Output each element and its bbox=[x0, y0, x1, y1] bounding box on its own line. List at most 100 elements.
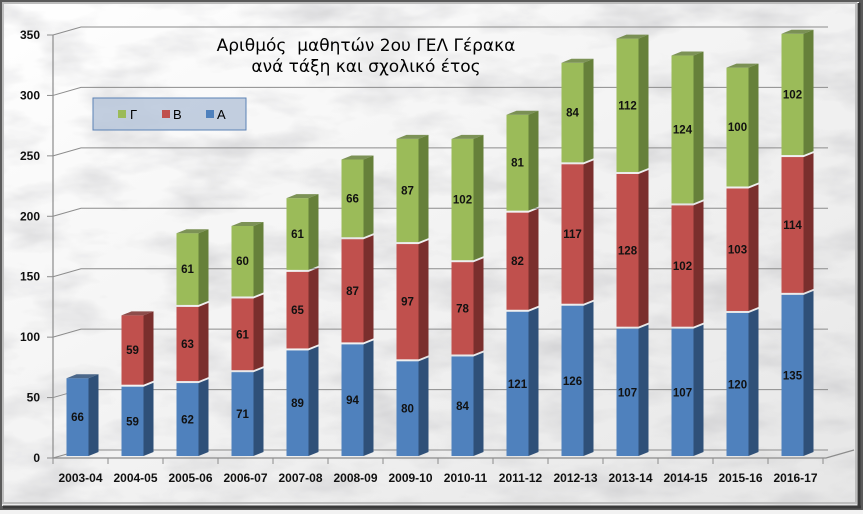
bar-side bbox=[528, 208, 539, 310]
bar-segment-beta bbox=[616, 169, 649, 327]
bar-side bbox=[528, 110, 539, 211]
bar-segment-beta bbox=[176, 302, 209, 382]
data-label-beta: 128 bbox=[618, 245, 638, 257]
bar-top bbox=[66, 374, 99, 379]
bar-segment-gamma bbox=[616, 34, 649, 172]
data-label-beta: 82 bbox=[511, 256, 524, 268]
data-label-beta: 63 bbox=[181, 339, 194, 351]
bar-front bbox=[341, 159, 364, 238]
bar-side bbox=[638, 169, 649, 327]
bar-top bbox=[121, 311, 154, 316]
data-label-beta: 114 bbox=[783, 220, 802, 232]
legend: Γ Β Α bbox=[92, 97, 247, 131]
bar-front bbox=[781, 294, 804, 456]
bar-segment-gamma bbox=[781, 29, 814, 156]
bar-segment-alpha bbox=[286, 346, 319, 456]
data-label-beta: 97 bbox=[401, 297, 414, 309]
bar-front bbox=[616, 328, 639, 456]
bar-front bbox=[726, 188, 749, 311]
bar-side bbox=[748, 184, 759, 311]
bar-segment-alpha bbox=[781, 290, 814, 456]
data-label-beta: 78 bbox=[456, 303, 469, 315]
bar-front bbox=[341, 344, 364, 456]
y-tick-label: 0 bbox=[33, 451, 40, 465]
bar-top bbox=[506, 110, 539, 115]
bar-front bbox=[451, 356, 474, 456]
x-tick-label: 2008-09 bbox=[333, 471, 377, 485]
bar-side bbox=[473, 134, 484, 261]
bar-top bbox=[671, 51, 704, 56]
bar-top bbox=[561, 58, 594, 63]
bar-side bbox=[693, 324, 704, 456]
bar-side bbox=[198, 302, 209, 382]
bars bbox=[66, 29, 814, 456]
data-label-alpha: 126 bbox=[563, 376, 582, 388]
data-label-alpha: 107 bbox=[618, 387, 637, 399]
data-label-gamma: 84 bbox=[566, 108, 579, 120]
bar-top bbox=[726, 63, 759, 68]
bar-side bbox=[583, 301, 594, 456]
bar-front bbox=[176, 233, 199, 305]
bar-segment-alpha bbox=[451, 352, 484, 456]
x-tick-label: 2013-14 bbox=[608, 471, 652, 485]
bar-side bbox=[638, 34, 649, 172]
bar-side bbox=[748, 308, 759, 456]
bar-top bbox=[231, 221, 264, 226]
bar-side bbox=[583, 160, 594, 304]
bar-side bbox=[143, 382, 154, 456]
bar-side bbox=[308, 346, 319, 456]
chart-title: Αριθμός μαθητών 2ου ΓΕΛ Γέρακα ανά τάξη … bbox=[217, 36, 516, 77]
bar-front bbox=[396, 244, 419, 360]
bar-segment-gamma bbox=[176, 229, 209, 305]
bar-side bbox=[418, 357, 429, 456]
bar-side bbox=[418, 134, 429, 243]
legend-swatch-gamma bbox=[118, 110, 126, 118]
bar-segment-beta bbox=[341, 235, 374, 343]
legend-label-alpha: Α bbox=[217, 107, 226, 122]
data-label-gamma: 102 bbox=[453, 195, 472, 207]
x-axis-line bbox=[53, 449, 855, 459]
bar-segment-beta bbox=[671, 201, 704, 327]
bar-segment-alpha bbox=[66, 374, 99, 456]
title-line-2: ανά τάξη και σχολικό έτος bbox=[251, 57, 480, 77]
data-label-alpha: 59 bbox=[126, 416, 139, 428]
bar-top bbox=[396, 134, 429, 139]
bar-side bbox=[748, 63, 759, 187]
bar-top bbox=[616, 34, 649, 39]
data-label-alpha: 135 bbox=[783, 370, 803, 382]
bar-segment-alpha bbox=[726, 308, 759, 456]
y-tick-label: 50 bbox=[27, 391, 41, 405]
x-tick-label: 2007-08 bbox=[278, 471, 322, 485]
bar-side bbox=[583, 58, 594, 163]
bar-top bbox=[341, 155, 374, 160]
x-tick-label: 2010-11 bbox=[444, 471, 488, 485]
bar-side bbox=[198, 229, 209, 305]
bar-segment-alpha bbox=[561, 301, 594, 456]
bar-segment-beta bbox=[451, 258, 484, 355]
data-label-beta: 61 bbox=[236, 329, 249, 341]
x-tick-label: 2004-05 bbox=[113, 471, 157, 485]
x-tick-label: 2014-15 bbox=[663, 471, 707, 485]
bar-side bbox=[143, 311, 154, 385]
data-label-alpha: 94 bbox=[346, 395, 359, 407]
bar-front bbox=[671, 205, 694, 327]
legend-label-gamma: Γ bbox=[130, 107, 137, 122]
bar-segment-alpha bbox=[506, 307, 539, 456]
bar-segment-gamma bbox=[671, 51, 704, 204]
data-label-alpha: 84 bbox=[456, 401, 469, 413]
data-label-gamma: 100 bbox=[728, 122, 747, 134]
bar-segment-alpha bbox=[341, 340, 374, 456]
bar-segment-beta bbox=[726, 184, 759, 311]
bar-side bbox=[528, 307, 539, 456]
bar-side bbox=[418, 240, 429, 360]
y-tick-label: 300 bbox=[20, 88, 40, 102]
bar-front bbox=[231, 298, 254, 371]
bar-front bbox=[286, 271, 309, 349]
data-label-gamma: 112 bbox=[618, 100, 637, 112]
bar-top bbox=[781, 29, 814, 34]
bar-side bbox=[638, 324, 649, 456]
legend-label-beta: Β bbox=[173, 107, 182, 122]
bar-top bbox=[286, 194, 319, 199]
bar-side bbox=[253, 221, 264, 297]
data-label-beta: 117 bbox=[563, 229, 582, 241]
